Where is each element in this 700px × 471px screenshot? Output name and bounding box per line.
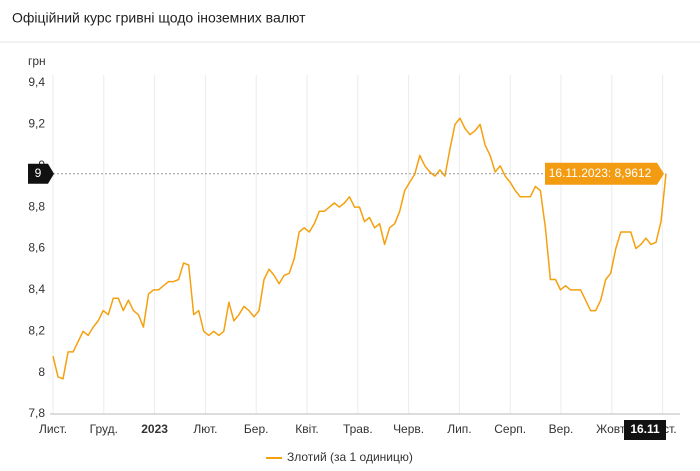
x-tick-label: Черв.	[393, 422, 424, 436]
crosshair-x-label: 16.11	[630, 422, 660, 436]
y-tick-label: 9,4	[28, 75, 45, 89]
x-tick-label: Груд.	[90, 422, 118, 436]
y-tick-label: 8,2	[28, 323, 45, 337]
x-tick-label: 2023	[141, 422, 168, 436]
y-tick-label: 9,2	[28, 117, 45, 131]
x-tick-label: Лют.	[193, 422, 217, 436]
line-series	[52, 117, 667, 380]
crosshair-y-label: 9	[35, 166, 42, 180]
legend-label: Злотий (за 1 одиницю)	[287, 450, 413, 464]
y-axis-label: грн	[28, 54, 46, 68]
x-tick-label: Трав.	[343, 422, 373, 436]
x-tick-label: Квіт.	[295, 422, 319, 436]
crosshair-x-box	[624, 420, 666, 440]
y-tick-label: 8,6	[28, 241, 45, 255]
y-tick-label: 8,4	[28, 282, 45, 296]
crosshair-y-box	[28, 163, 54, 184]
y-tick-label: 8,8	[28, 199, 45, 213]
x-tick-label: Жовт.	[596, 422, 627, 436]
x-tick-label: Вер.	[549, 422, 574, 436]
chart-title: Офіційний курс гривні щодо іноземних вал…	[12, 10, 306, 26]
y-tick-label: 8	[38, 365, 45, 379]
x-tick-label: Бер.	[244, 422, 269, 436]
tooltip-box	[545, 162, 664, 185]
tooltip-label: 16.11.2023: 8,9612	[549, 166, 652, 180]
x-tick-label: Лист.	[39, 422, 67, 436]
y-tick-label: 7,8	[28, 406, 45, 420]
x-tick-label: Лип.	[447, 422, 471, 436]
x-tick-label: Серп.	[494, 422, 526, 436]
